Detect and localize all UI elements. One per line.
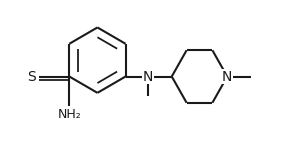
Text: N: N — [143, 69, 153, 84]
Text: NH₂: NH₂ — [57, 108, 81, 121]
Text: S: S — [27, 69, 35, 84]
Text: N: N — [222, 69, 232, 84]
